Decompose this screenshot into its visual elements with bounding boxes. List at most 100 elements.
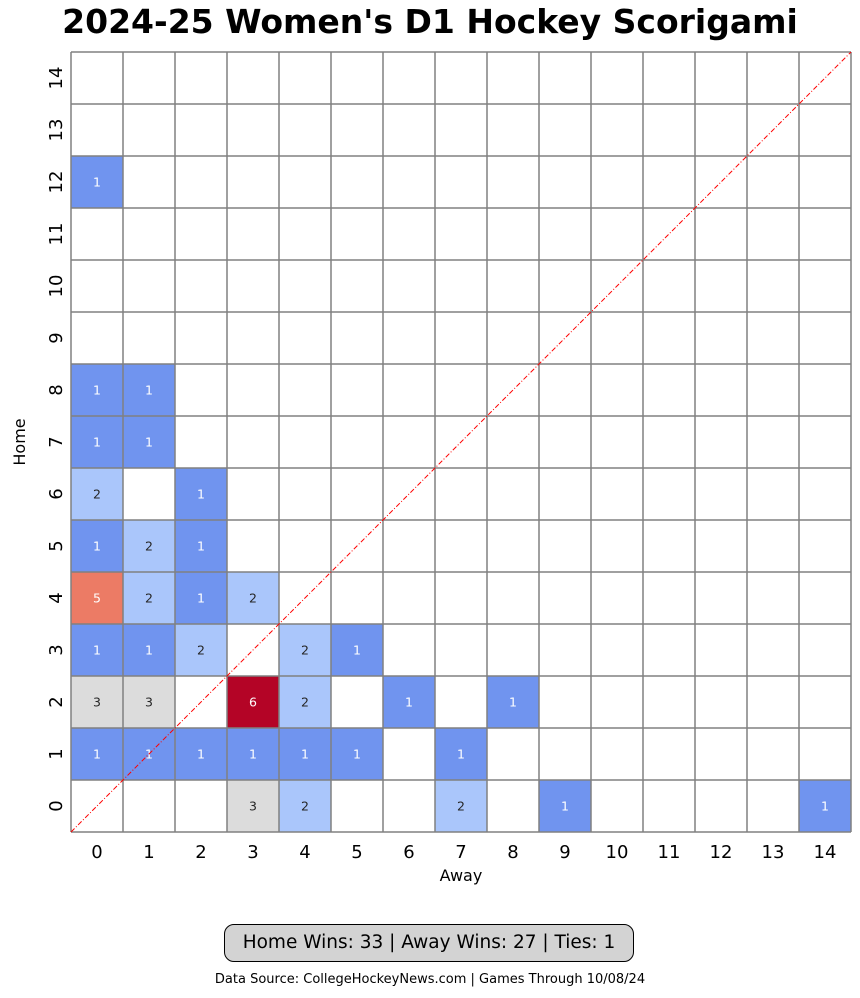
cell-count-label: 1 (93, 435, 101, 450)
heatmap-cell (227, 676, 279, 728)
cell-count-label: 1 (821, 799, 829, 814)
cell-count-label: 1 (197, 539, 205, 554)
heatmap-cell (71, 520, 123, 572)
cell-count-label: 1 (93, 643, 101, 658)
cell-count-label: 1 (93, 383, 101, 398)
chart-title: 2024-25 Women's D1 Hockey Scorigami (62, 2, 798, 41)
heatmap-cell (331, 624, 383, 676)
heatmap-cell (175, 572, 227, 624)
cell-count-label: 2 (93, 487, 101, 502)
y-tick-label: 5 (46, 540, 67, 551)
y-tick-label: 11 (46, 223, 67, 246)
heatmap-cell (71, 416, 123, 468)
x-tick-label: 8 (507, 842, 518, 863)
heatmap-cell (331, 728, 383, 780)
cell-count-label: 1 (405, 695, 413, 710)
cell-count-label: 2 (301, 643, 309, 658)
heatmap-cell (435, 780, 487, 832)
tie-diagonal-line (70, 51, 852, 833)
data-source-note: Data Source: CollegeHockeyNews.com | Gam… (214, 972, 646, 987)
heatmap-cell (175, 728, 227, 780)
heatmap-cell (71, 572, 123, 624)
cell-count-label: 1 (197, 747, 205, 762)
heatmap-cell (175, 624, 227, 676)
win-summary-box: Home Wins: 33 | Away Wins: 27 | Ties: 1 (224, 924, 634, 962)
heatmap-cell (383, 676, 435, 728)
x-tick-label: 14 (814, 842, 837, 863)
x-axis-label: Away (440, 866, 483, 885)
heatmap-cell (123, 416, 175, 468)
x-tick-label: 1 (143, 842, 154, 863)
cell-count-label: 2 (301, 799, 309, 814)
heatmap-cell (279, 676, 331, 728)
heatmap-cell (487, 676, 539, 728)
x-tick-label: 4 (299, 842, 310, 863)
heatmap-cell (123, 624, 175, 676)
y-tick-label: 7 (46, 436, 67, 447)
y-tick-label: 12 (46, 171, 67, 194)
heatmap-cells (71, 156, 851, 832)
cell-count-label: 1 (509, 695, 517, 710)
cell-labels: 3221111111113362111122152121212111111 (93, 175, 829, 814)
heatmap-cell (123, 676, 175, 728)
heatmap-cell (435, 728, 487, 780)
cell-count-label: 1 (197, 591, 205, 606)
y-tick-label: 4 (46, 592, 67, 603)
x-tick-label: 0 (91, 842, 102, 863)
heatmap-chart: 3221111111113362111122152121212111111 01… (10, 51, 852, 885)
cell-count-label: 1 (197, 487, 205, 502)
cell-count-label: 1 (249, 747, 257, 762)
cell-count-label: 1 (93, 175, 101, 190)
heatmap-cell (799, 780, 851, 832)
y-tick-label: 9 (46, 332, 67, 343)
cell-count-label: 1 (93, 539, 101, 554)
x-tick-label: 10 (606, 842, 629, 863)
y-tick-label: 3 (46, 644, 67, 655)
cell-count-label: 2 (457, 799, 465, 814)
heatmap-cell (71, 728, 123, 780)
heatmap-grid (70, 51, 852, 833)
heatmap-cell (227, 780, 279, 832)
heatmap-cell (71, 676, 123, 728)
cell-count-label: 6 (249, 695, 257, 710)
cell-count-label: 2 (197, 643, 205, 658)
y-tick-label: 13 (46, 119, 67, 142)
heatmap-cell (123, 572, 175, 624)
x-tick-label: 2 (195, 842, 206, 863)
heatmap-cell (279, 624, 331, 676)
heatmap-cell (539, 780, 591, 832)
cell-count-label: 2 (145, 539, 153, 554)
x-tick-label: 11 (658, 842, 681, 863)
heatmap-cell (71, 468, 123, 520)
y-tick-label: 0 (46, 800, 67, 811)
heatmap-cell (227, 572, 279, 624)
x-tick-label: 7 (455, 842, 466, 863)
heatmap-cell (279, 728, 331, 780)
heatmap-cell (123, 364, 175, 416)
heatmap-cell (71, 624, 123, 676)
y-tick-label: 14 (46, 67, 67, 90)
cell-count-label: 2 (249, 591, 257, 606)
x-tick-label: 5 (351, 842, 362, 863)
cell-count-label: 1 (353, 747, 361, 762)
x-tick-label: 12 (710, 842, 733, 863)
x-tick-label: 13 (762, 842, 785, 863)
x-tick-labels: 0 1 2 3 4 5 6 7 8 9 10 11 12 13 14 (91, 842, 836, 863)
cell-count-label: 1 (145, 383, 153, 398)
cell-count-label: 5 (93, 591, 101, 606)
x-tick-label: 3 (247, 842, 258, 863)
heatmap-cell (227, 728, 279, 780)
cell-count-label: 1 (457, 747, 465, 762)
cell-count-label: 3 (145, 695, 153, 710)
y-tick-label: 2 (46, 696, 67, 707)
cell-count-label: 1 (561, 799, 569, 814)
heatmap-cell (279, 780, 331, 832)
cell-count-label: 3 (93, 695, 101, 710)
heatmap-cell (175, 468, 227, 520)
cell-count-label: 2 (301, 695, 309, 710)
heatmap-cell (71, 156, 123, 208)
heatmap-cell (175, 520, 227, 572)
heatmap-cell (71, 364, 123, 416)
y-tick-label: 1 (46, 748, 67, 759)
